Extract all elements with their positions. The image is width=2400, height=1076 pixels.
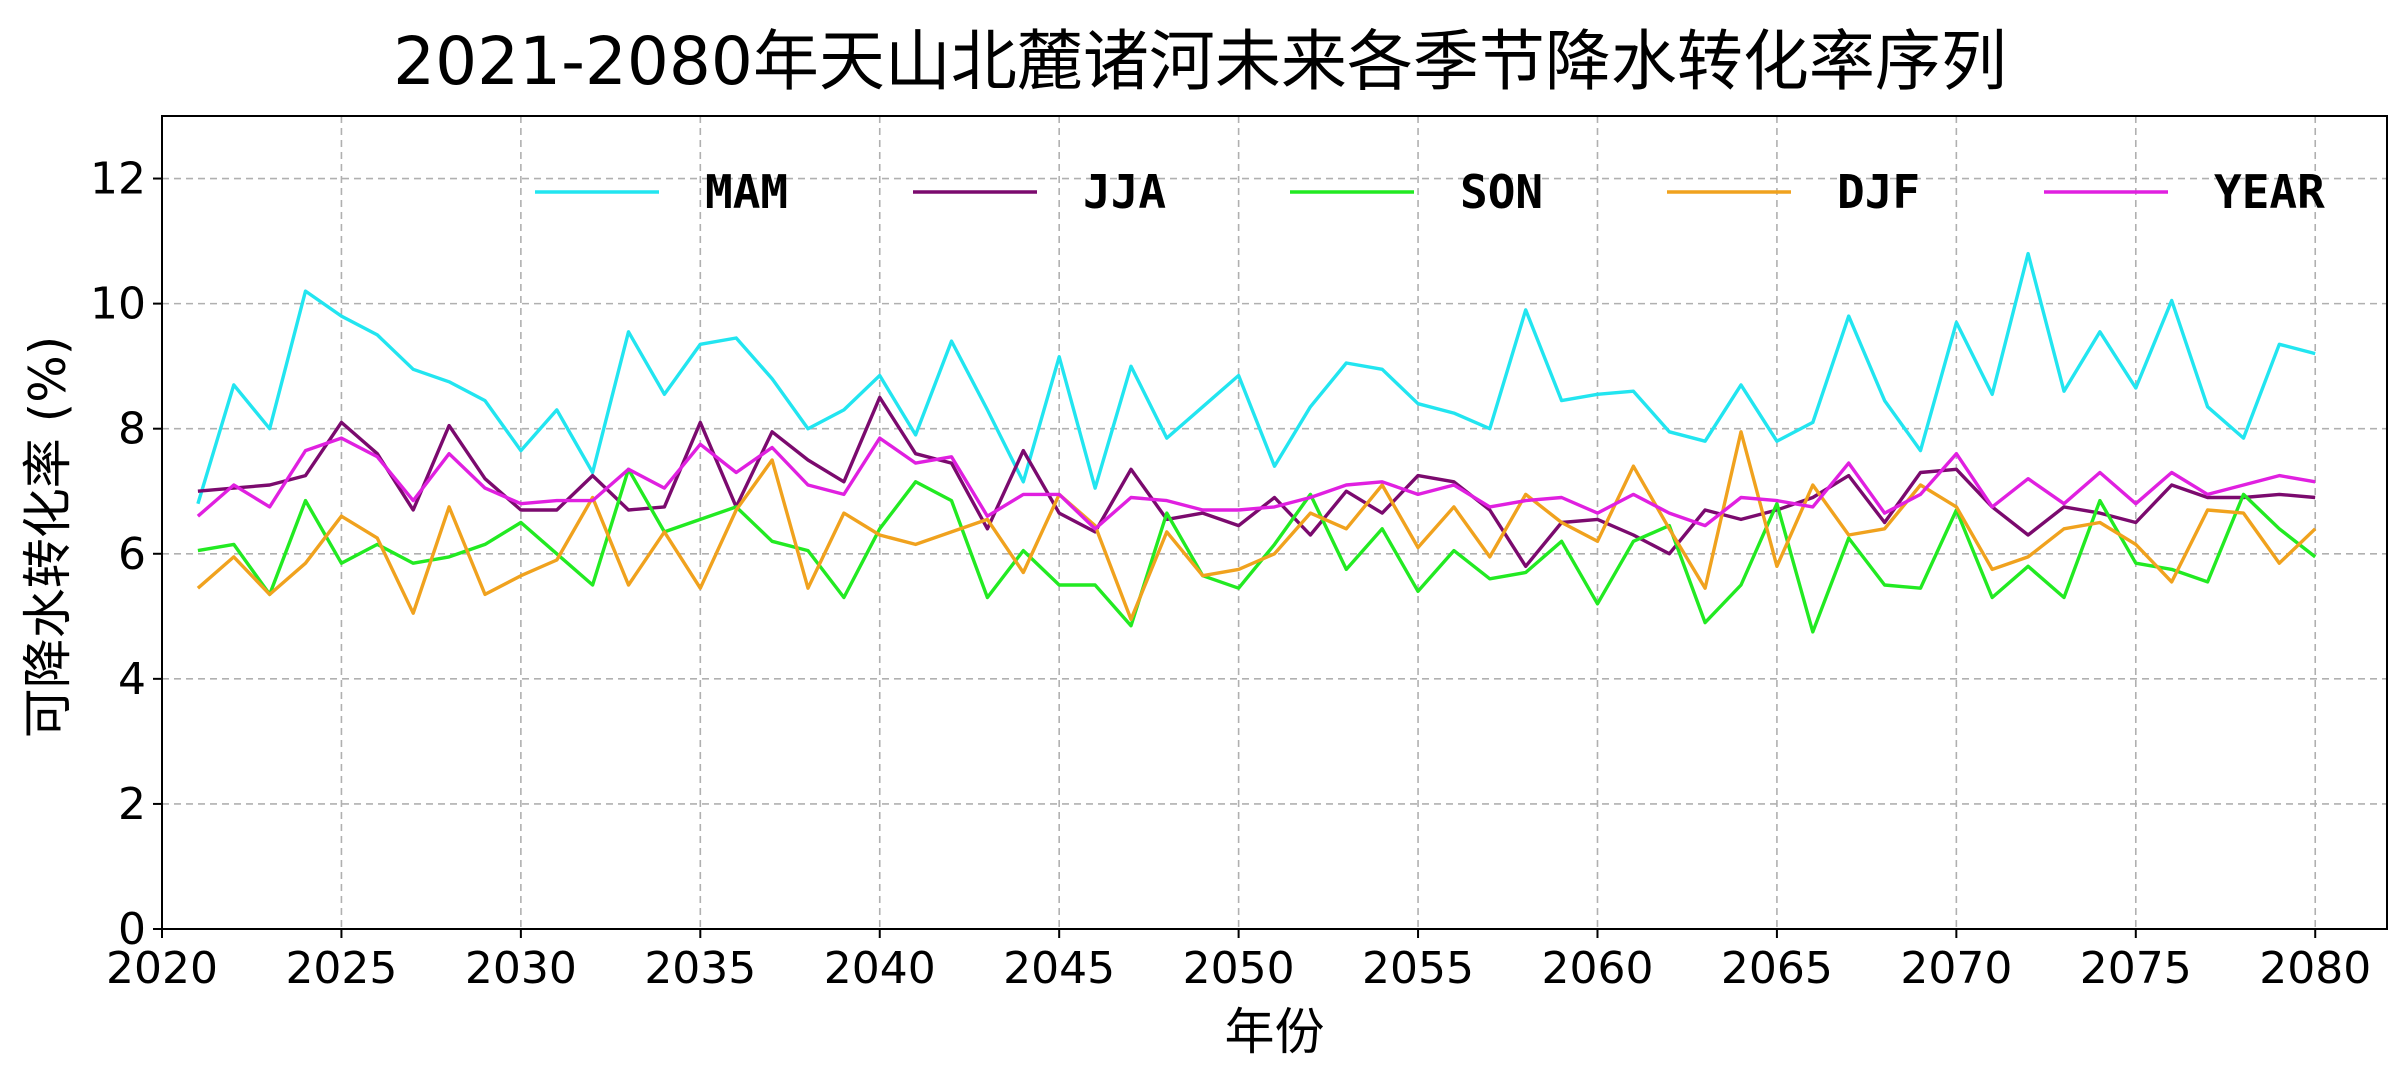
legend-label-djf: DJF [1837, 165, 1920, 219]
legend-label-son: SON [1460, 165, 1543, 219]
series-line-year [196, 436, 2316, 531]
chart-title: 2021-2080年天山北麓诸河未来各季节降水转化率序列 [393, 23, 2007, 100]
series-lines [196, 251, 2317, 634]
series-line-son [197, 467, 2317, 634]
x-tick-label: 2055 [1362, 943, 1474, 994]
legend-label-mam: MAM [705, 165, 788, 219]
y-tick-label: 8 [118, 404, 146, 455]
x-tick-label: 2065 [1721, 943, 1833, 994]
y-tick-label: 0 [118, 904, 146, 955]
y-tick-label: 4 [118, 654, 146, 705]
x-tick-label: 2060 [1541, 943, 1653, 994]
legend-label-year: YEAR [2214, 165, 2325, 219]
x-tick-label: 2080 [2259, 943, 2371, 994]
y-tick-label: 2 [118, 779, 146, 830]
x-tick-label: 2040 [824, 943, 936, 994]
plot-frame [161, 115, 2388, 930]
x-tick-label: 2050 [1183, 943, 1295, 994]
x-tick-label: 2020 [106, 943, 218, 994]
axis-ticks: 2020 2025 2030 2035 2040 2045 2050 2055 2060 2065… [90, 154, 2371, 994]
x-tick-label: 2075 [2080, 943, 2192, 994]
grid [161, 116, 2387, 930]
x-tick-label: 2045 [1003, 943, 1115, 994]
x-tick-label: 2030 [465, 943, 577, 994]
series-line-mam [196, 251, 2316, 505]
y-tick-label: 6 [118, 529, 146, 580]
legend-label-jja: JJA [1083, 165, 1166, 219]
legend: MAM JJA SON DJF YEAR [535, 165, 2325, 219]
x-axis-label: 年份 [1224, 1003, 1325, 1061]
x-tick-label: 2070 [1900, 943, 2012, 994]
y-tick-label: 10 [90, 279, 146, 330]
x-tick-label: 2025 [285, 943, 397, 994]
series-line-jja [197, 395, 2316, 568]
x-tick-label: 2035 [644, 943, 756, 994]
y-tick-label: 12 [90, 154, 146, 205]
series-line-djf [196, 430, 2317, 622]
